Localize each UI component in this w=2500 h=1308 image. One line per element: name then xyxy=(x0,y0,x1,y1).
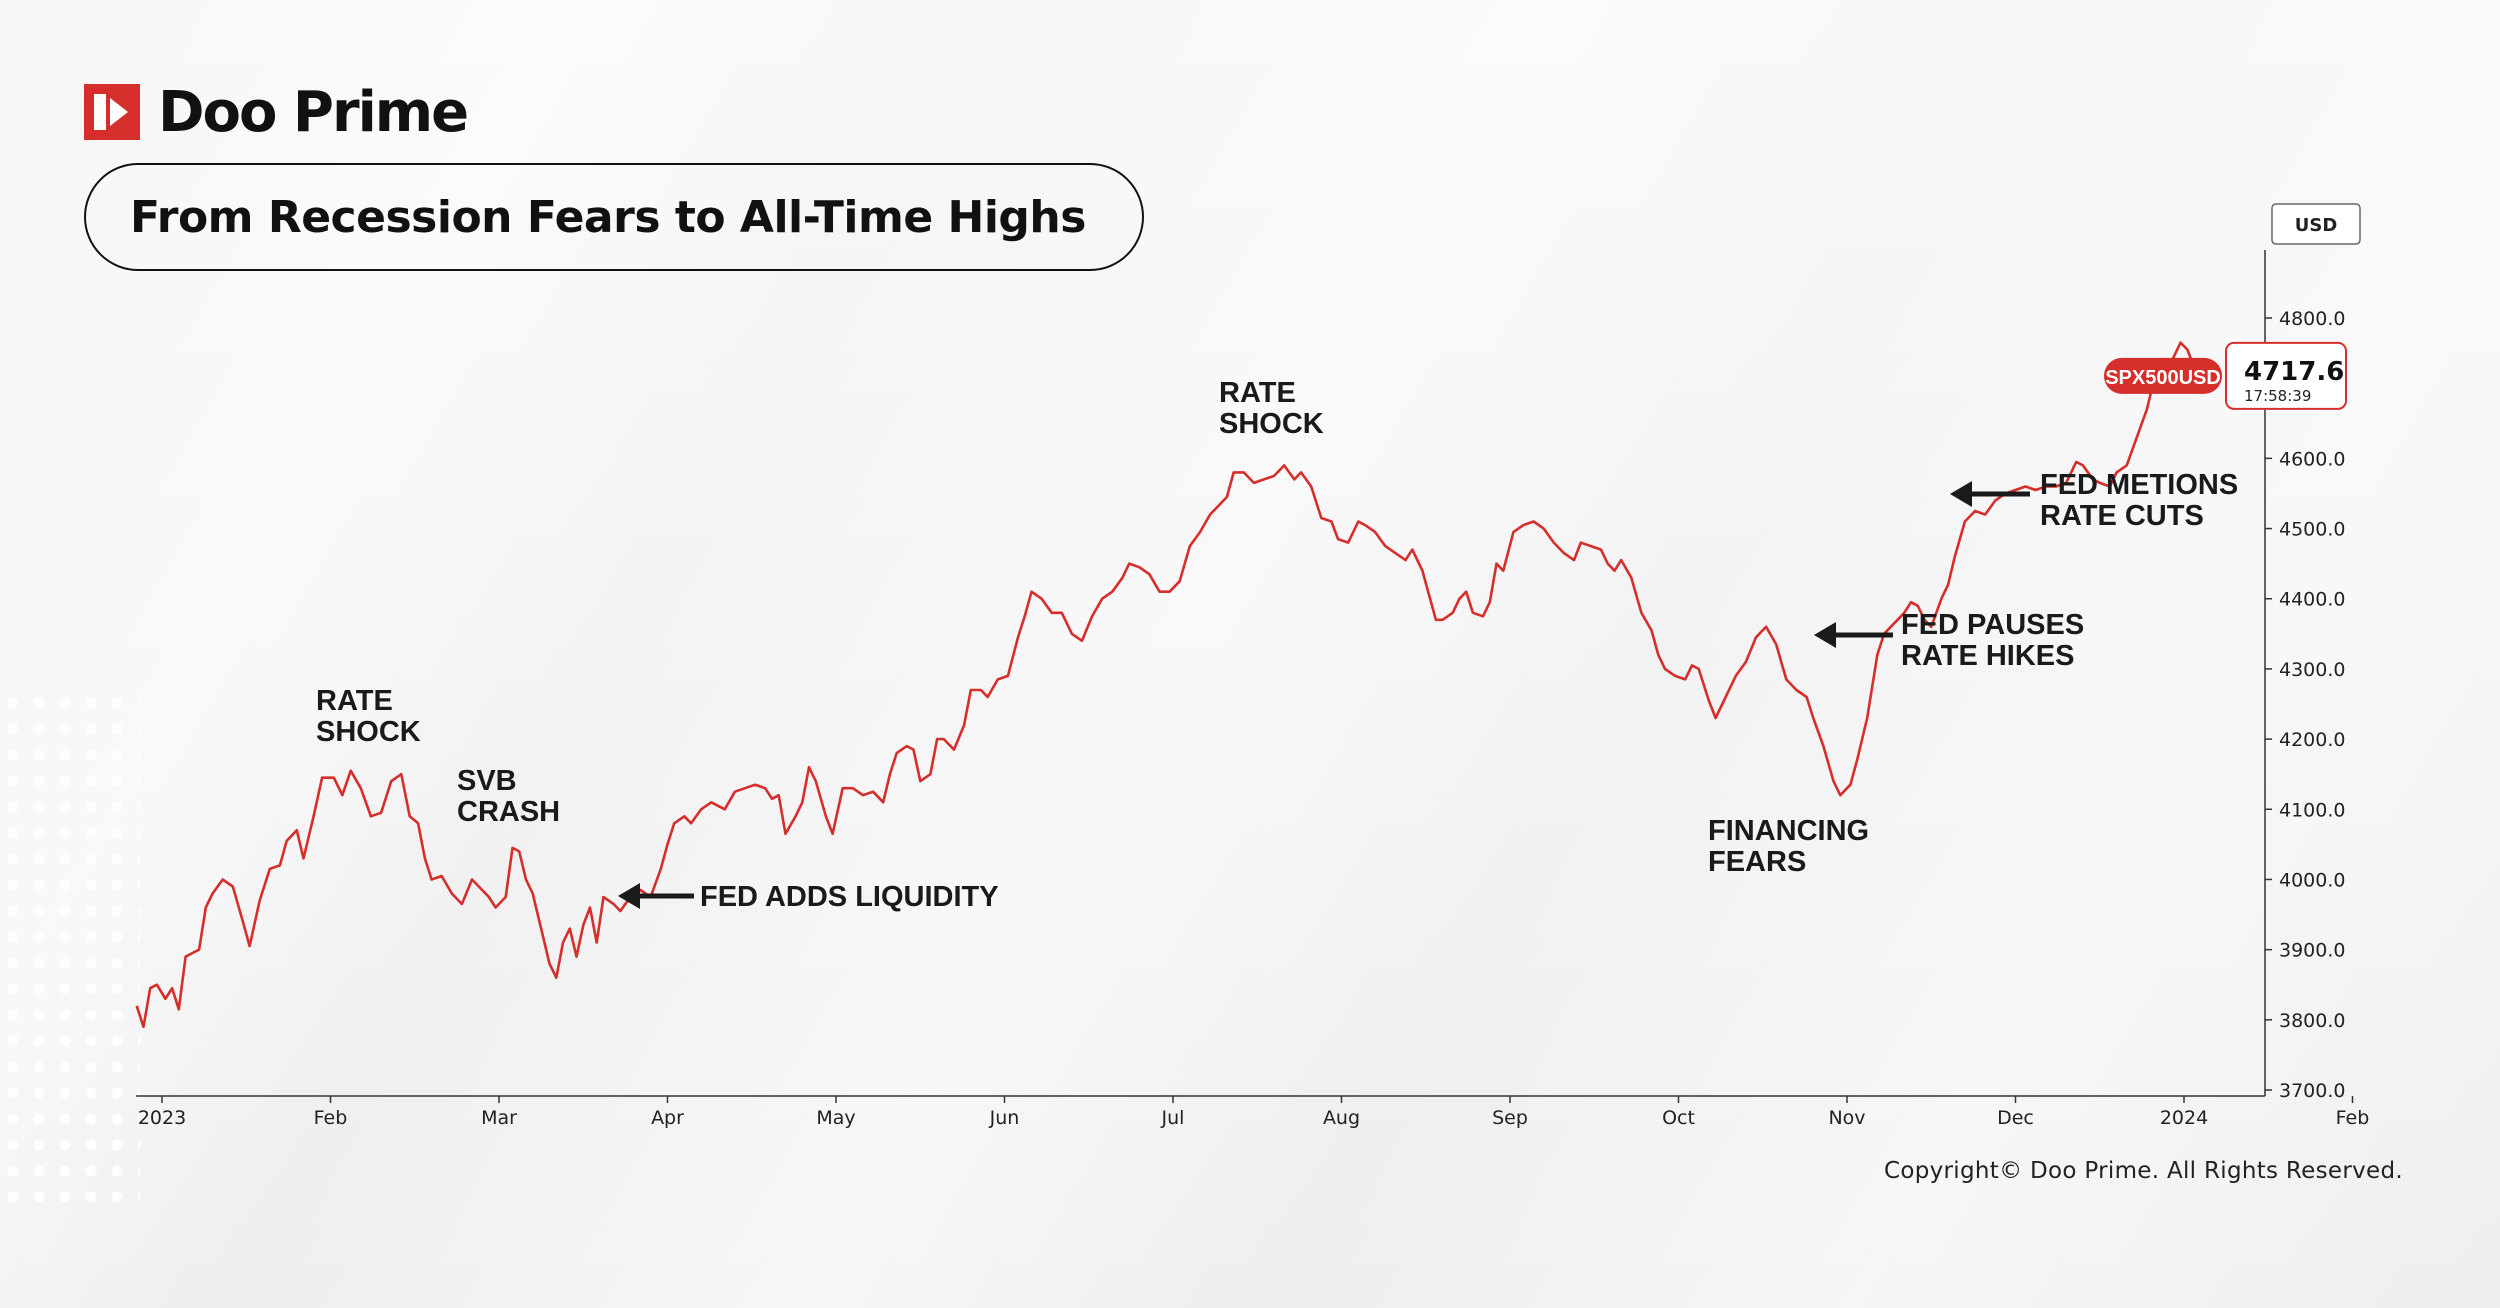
arrow-head-icon xyxy=(1950,481,1972,507)
y-tick-label: 4800.0 xyxy=(2279,308,2345,330)
annotation-text: CRASH xyxy=(457,796,560,828)
x-tick-label: Feb xyxy=(314,1107,348,1129)
y-tick-label: 4000.0 xyxy=(2279,869,2345,891)
brand-logo: Doo Prime xyxy=(84,80,469,145)
symbol-badge: SPX500USD xyxy=(2104,357,2222,394)
doo-prime-logo-icon xyxy=(84,84,140,140)
annotation-text: SVB xyxy=(457,765,517,797)
y-tick-label: 4500.0 xyxy=(2279,519,2345,541)
y-axis-ticks: 3700.0 3800.0 3900.0 4000.0 4100.0 4200.0 4300… xyxy=(2265,203,2361,1102)
y-tick-label: 4100.0 xyxy=(2279,799,2345,821)
x-tick-label: Dec xyxy=(1997,1107,2034,1129)
annotation-text: RATE CUTS xyxy=(2040,500,2204,532)
currency-box xyxy=(2271,203,2361,245)
x-tick-label: Apr xyxy=(651,1107,684,1129)
x-tick-label: Sep xyxy=(1492,1107,1528,1129)
y-tick-label: 4200.0 xyxy=(2279,729,2345,751)
chart-axes xyxy=(136,250,2266,1097)
currency-label: USD xyxy=(2295,215,2338,236)
x-tick-label: Feb xyxy=(2336,1107,2370,1129)
x-tick-label: Mar xyxy=(481,1107,517,1129)
x-tick-label: 2024 xyxy=(2160,1107,2208,1129)
annotation-text: FINANCING xyxy=(1708,815,1869,847)
last-price-box-bg xyxy=(2225,341,2347,410)
spx500-price-line xyxy=(135,341,2213,1029)
annotation-text: SHOCK xyxy=(316,716,421,748)
x-tick-label: 2023 xyxy=(138,1107,186,1129)
x-axis-ticks: 2023 Feb Mar Apr May Jun Jul Aug Sep Oct Nov Dec 202… xyxy=(138,1096,2370,1129)
y-tick-label: 4600.0 xyxy=(2279,448,2345,470)
y-tick-label: 3700.0 xyxy=(2279,1080,2345,1102)
y-tick-label: 3800.0 xyxy=(2279,1010,2345,1032)
annotation-text: FED METIONS xyxy=(2040,469,2238,501)
arrow-head-icon xyxy=(1814,622,1836,648)
currency-badge: USD xyxy=(2271,203,2361,245)
x-tick-label: Nov xyxy=(1828,1107,1865,1129)
price-labels-layer: SPX500USD 4717.617:58:39 xyxy=(2104,341,2347,410)
annotation-text: RATE xyxy=(1219,377,1296,409)
y-tick-label: 3900.0 xyxy=(2279,940,2345,962)
x-tick-label: May xyxy=(816,1107,855,1129)
annotation-text: FED ADDS LIQUIDITY xyxy=(700,881,999,913)
last-price-value: 4717.6 xyxy=(2244,357,2344,387)
arrow-head-icon xyxy=(618,883,640,909)
symbol-badge-bg xyxy=(2104,357,2222,394)
x-tick-label: Aug xyxy=(1323,1107,1360,1129)
x-tick-label: Jun xyxy=(989,1107,1020,1129)
page-title: From Recession Fears to All-Time Highs xyxy=(84,163,1144,271)
annotation-text: SHOCK xyxy=(1219,408,1324,440)
series-layer xyxy=(135,341,2216,1029)
annotation-text: FED PAUSES xyxy=(1901,609,2084,641)
annotation-text: FEARS xyxy=(1708,846,1806,878)
symbol-label: SPX500USD xyxy=(2105,367,2221,389)
last-price-box: 4717.617:58:39 xyxy=(2225,341,2347,410)
annotation-text: RATE xyxy=(316,685,393,717)
copyright-text: Copyright© Doo Prime. All Rights Reserve… xyxy=(1884,1158,2403,1184)
y-tick-label: 4400.0 xyxy=(2279,589,2345,611)
x-tick-label: Oct xyxy=(1662,1107,1695,1129)
y-tick-label: 4300.0 xyxy=(2279,659,2345,681)
brand-name: Doo Prime xyxy=(158,79,469,145)
annotation-text: RATE HIKES xyxy=(1901,640,2074,672)
last-price-time: 17:58:39 xyxy=(2244,387,2311,405)
decorative-dots xyxy=(0,690,140,1210)
annotation-fed-adds-liquidity: FED ADDS LIQUIDITY xyxy=(618,881,999,913)
x-tick-label: Jul xyxy=(1161,1107,1185,1129)
